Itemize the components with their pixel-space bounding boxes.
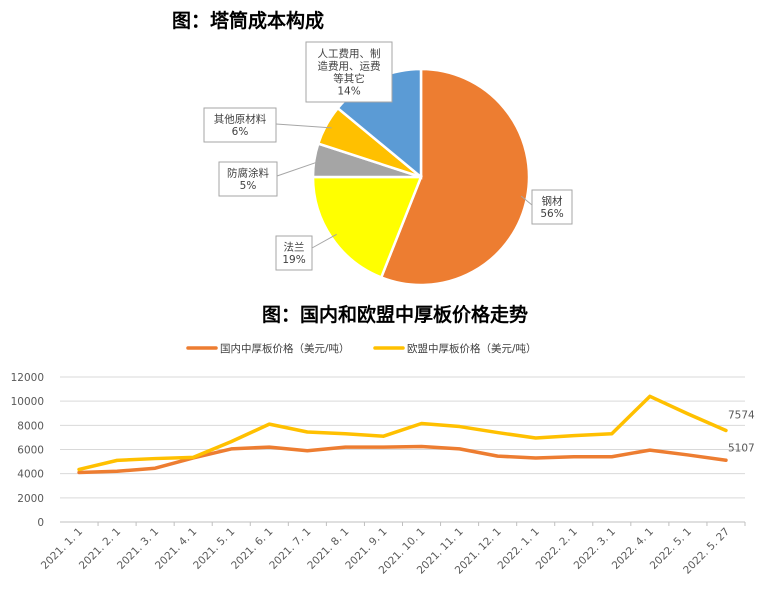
y-tick-label: 0	[37, 517, 44, 529]
pie-chart-title: 图：塔筒成本构成	[172, 10, 325, 32]
y-tick-label: 4000	[17, 469, 44, 481]
pie-label-percent: 19%	[282, 254, 305, 266]
pie-label-percent: 14%	[337, 86, 360, 98]
series-line-eu	[77, 394, 728, 472]
pie-label-percent: 5%	[240, 180, 257, 192]
pie-label-text: 钢材	[542, 195, 563, 208]
y-tick-label: 10000	[11, 396, 44, 408]
series-line-domestic	[77, 444, 728, 475]
series-end-label: 7574	[728, 409, 755, 421]
pie-label-text: 其他原材料	[214, 113, 267, 126]
pie-label-box	[305, 41, 393, 103]
pie-leader-line	[311, 233, 337, 249]
pie-label-percent: 56%	[540, 208, 563, 220]
pie-leader-line	[520, 195, 533, 206]
pie-label-box	[218, 161, 278, 197]
pie-label-text: 造费用、运费	[318, 60, 381, 73]
y-tick-label: 12000	[11, 372, 44, 384]
y-tick-label: 8000	[17, 420, 44, 432]
series-end-label: 5107	[728, 442, 755, 454]
pie-leader-line	[276, 160, 321, 177]
legend-label-domestic: 国内中厚板价格（美元/吨）	[220, 342, 350, 355]
pie-label-text: 法兰	[284, 241, 305, 254]
pie-slice-steel	[379, 67, 531, 287]
pie-label-box	[275, 235, 313, 271]
legend-label-eu: 欧盟中厚板价格（美元/吨）	[407, 342, 537, 355]
pie-label-text: 防腐涂料	[227, 167, 269, 180]
pie-label-text: 人工费用、制	[318, 47, 381, 60]
y-tick-label: 6000	[17, 445, 44, 457]
line-chart-title: 图：国内和欧盟中厚板价格走势	[262, 304, 529, 326]
pie-label-text: 等其它	[333, 72, 365, 85]
pie-label-percent: 6%	[232, 126, 249, 138]
pie-label-box	[531, 189, 573, 225]
pie-slice-flange	[311, 175, 423, 280]
pie-leader-line	[275, 123, 332, 129]
pie-label-box	[203, 107, 277, 143]
y-tick-label: 2000	[17, 493, 44, 505]
